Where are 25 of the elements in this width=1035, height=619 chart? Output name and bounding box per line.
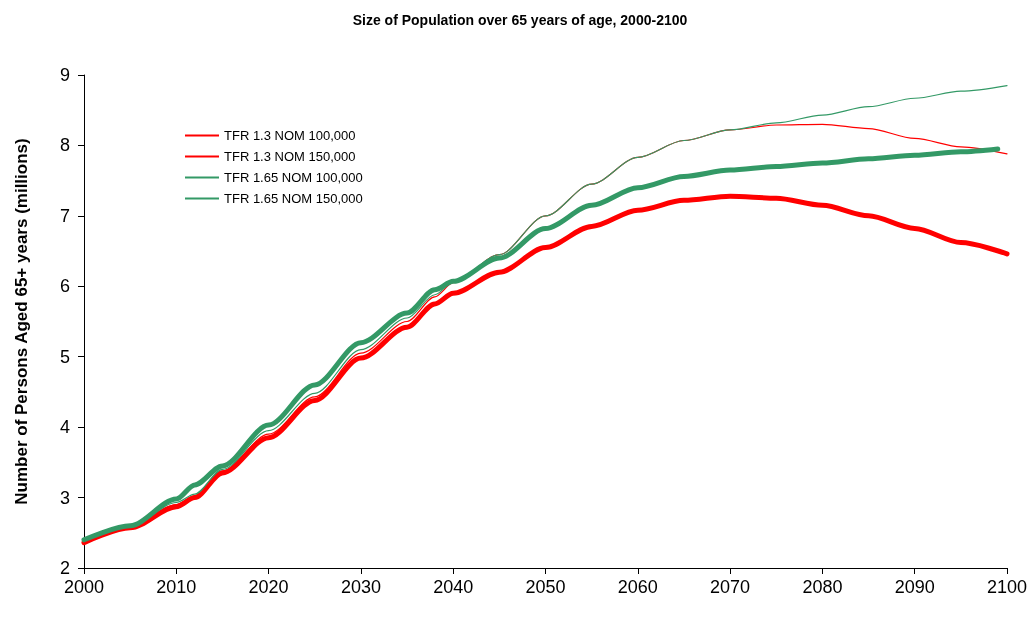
x-tick-label: 2030 — [340, 577, 381, 597]
legend-label: TFR 1.65 NOM 150,000 — [224, 191, 363, 206]
y-tick-label: 8 — [59, 135, 70, 156]
y-axis-title: Number of Persons Aged 65+ years (millions) — [12, 138, 31, 505]
y-tick-label: 3 — [59, 487, 70, 508]
x-tick-label: 2050 — [525, 577, 566, 597]
chart-title: Size of Population over 65 years of age, 2000-2100 — [352, 12, 688, 28]
x-tick-label: 2100 — [986, 577, 1028, 597]
x-tick-label: 2090 — [894, 577, 935, 597]
x-tick-label: 2070 — [710, 577, 751, 597]
legend-label: TFR 1.3 NOM 100,000 — [224, 128, 356, 143]
legend-label: TFR 1.3 NOM 150,000 — [224, 149, 356, 164]
x-tick-label: 2010 — [156, 577, 197, 597]
x-tick-label: 2040 — [433, 577, 474, 597]
x-tick-label: 2080 — [802, 577, 843, 597]
y-tick-label: 4 — [59, 417, 70, 438]
legend-label: TFR 1.65 NOM 100,000 — [224, 170, 363, 185]
x-tick-label: 2000 — [63, 577, 105, 597]
x-tick-label: 2020 — [248, 577, 289, 597]
y-tick-label: 6 — [59, 276, 70, 297]
y-tick-label: 5 — [59, 346, 70, 367]
y-tick-label: 9 — [59, 65, 70, 85]
y-tick-label: 7 — [59, 205, 70, 226]
y-tick-label: 2 — [59, 558, 70, 578]
x-tick-label: 2060 — [617, 577, 658, 597]
